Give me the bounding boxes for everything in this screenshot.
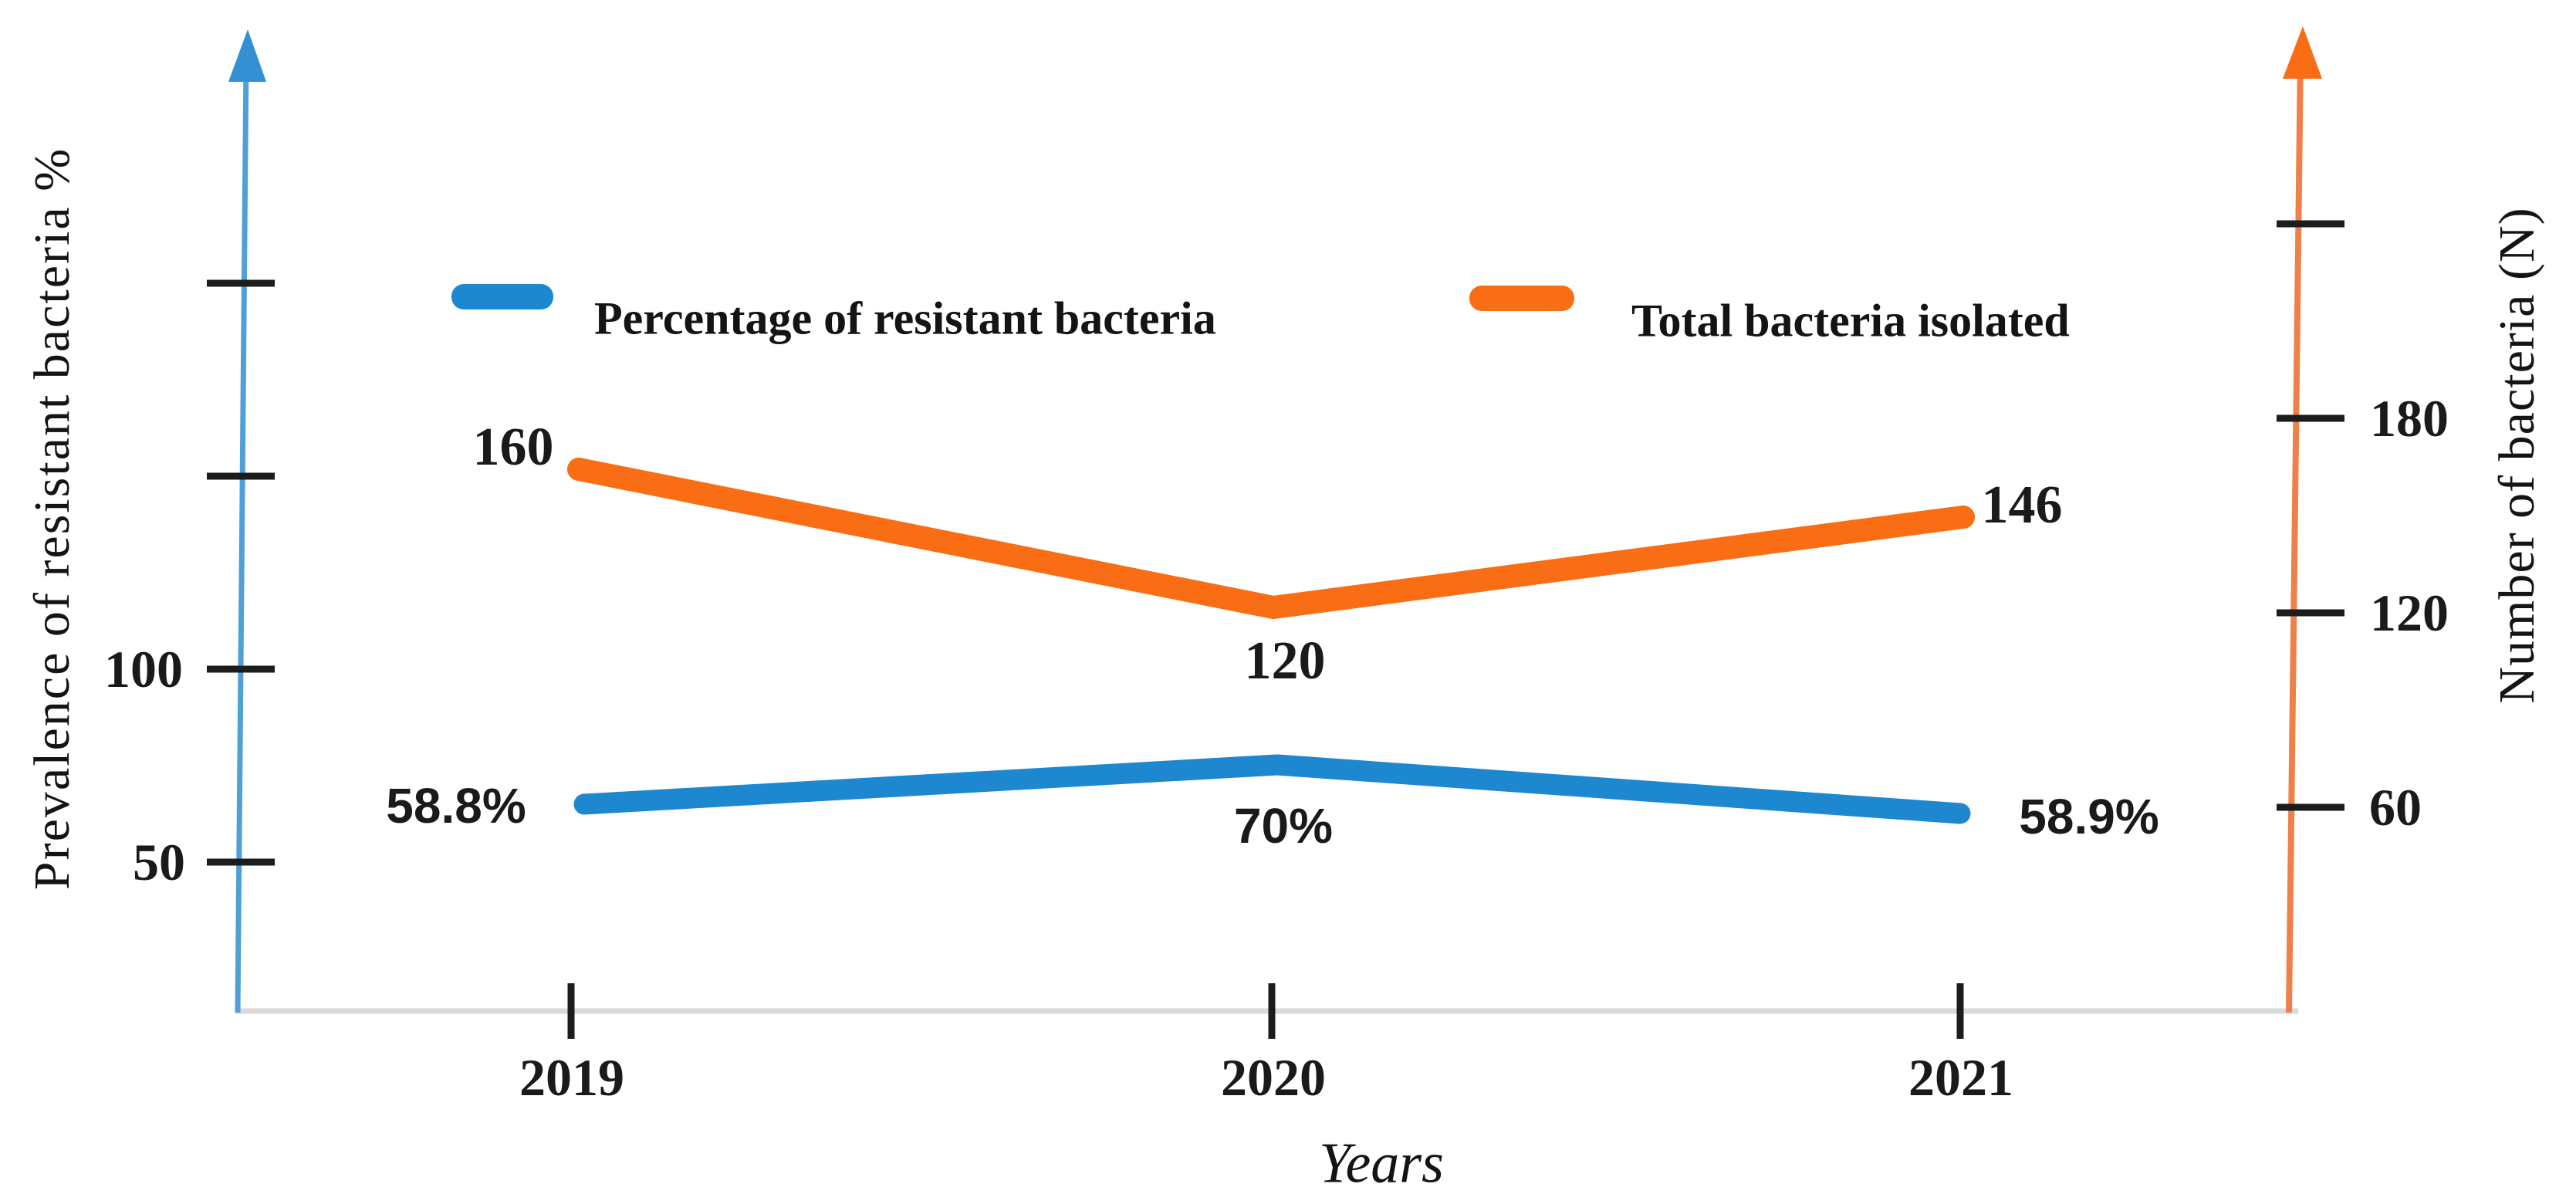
point-label-total-2020: 120 [1244, 631, 1326, 691]
point-label-total-2019: 160 [472, 418, 554, 477]
legend-swatch-orange [1469, 286, 1574, 311]
right-tick-label-60: 60 [2369, 778, 2422, 837]
left-axis-ticks [207, 279, 275, 866]
right-axis-ticks [2277, 220, 2344, 811]
resistant-percentage-line [573, 754, 1971, 824]
x-tick-label-2020: 2020 [1221, 1048, 1326, 1107]
x-axis-title: Years [1319, 1131, 1444, 1196]
point-label-total-2021: 146 [1981, 475, 2063, 535]
right-axis-line [2286, 56, 2304, 1013]
left-axis-arrow-icon [228, 29, 266, 82]
right-tick-label-180: 180 [2370, 389, 2449, 448]
point-label-percent-2020: 70% [1233, 798, 1334, 854]
x-tick-label-2019: 2019 [519, 1048, 624, 1107]
left-axis-title: Prevalence of resistant bacteria % [24, 147, 80, 891]
point-label-percent-2019: 58.8% [386, 778, 526, 834]
legend-label-resistant-percentage: Percentage of resistant bacteria [594, 293, 1216, 344]
x-tick-label-2021: 2021 [1908, 1048, 2013, 1107]
legend-label-total-bacteria: Total bacteria isolated [1631, 295, 2070, 347]
x-axis-ticks [567, 983, 1964, 1039]
right-tick-label-120: 120 [2370, 583, 2449, 642]
point-label-percent-2021: 58.9% [2019, 789, 2159, 844]
legend-swatch-blue [451, 284, 553, 309]
total-bacteria-line [567, 458, 1975, 619]
left-tick-label-50: 50 [133, 833, 185, 891]
left-axis-line [235, 59, 249, 1013]
right-axis-arrow-icon [2283, 26, 2322, 79]
left-tick-label-100: 100 [104, 640, 183, 698]
right-axis-title: Number of bacteria (N) [2489, 207, 2545, 704]
